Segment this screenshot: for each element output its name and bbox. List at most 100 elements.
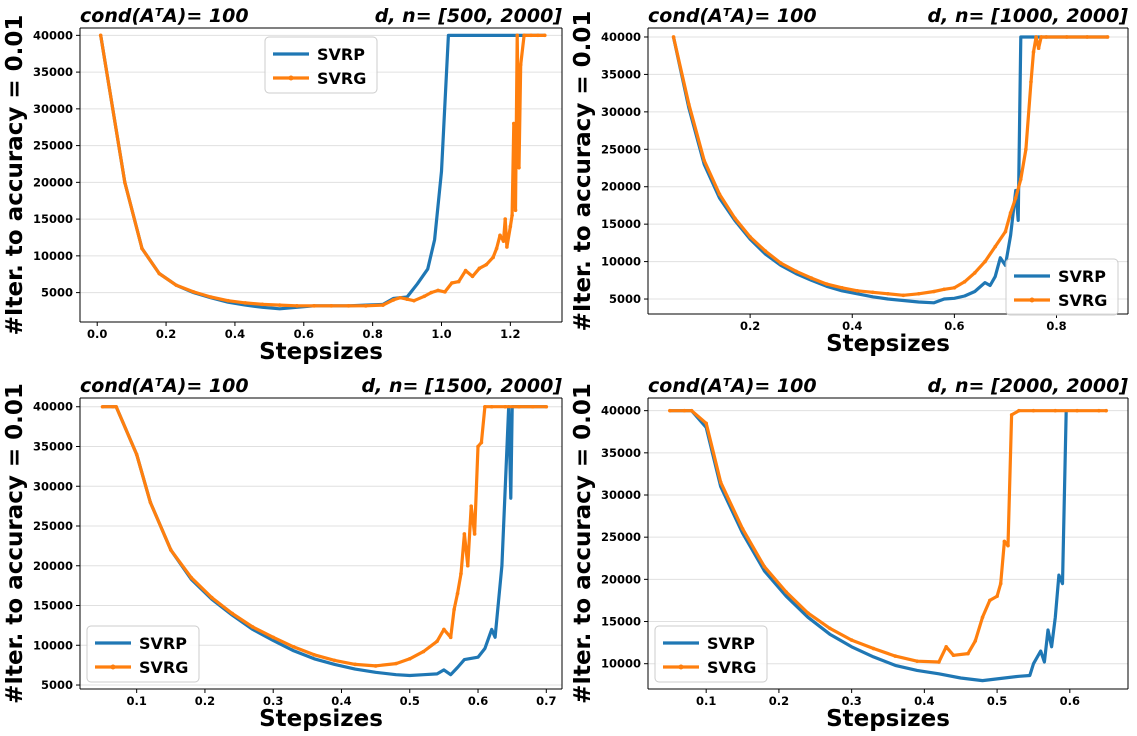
y-axis-title: #Iter. to accuracy = 0.01 <box>2 15 28 336</box>
series-point-svrg <box>412 298 416 303</box>
series-point-svrg <box>421 649 426 654</box>
series-point-svrg <box>893 654 898 658</box>
series-point-svrg <box>689 408 694 413</box>
series-line-svrg <box>671 35 1108 297</box>
x-axis-title: Stepsizes <box>259 706 383 732</box>
x-tick-label: 0.6 <box>944 319 964 333</box>
series-point-svrg <box>508 224 513 229</box>
y-tick-label: 30000 <box>33 479 73 493</box>
series-point-svrg <box>942 287 946 292</box>
series-point-svrg <box>483 404 487 409</box>
x-tick-label: 0.2 <box>769 694 789 708</box>
x-tick-label: 0.1 <box>126 694 146 708</box>
series-point-svrg <box>477 266 482 271</box>
series-point-svrg <box>973 271 977 275</box>
chart-panel-3: 0.1 0.2 0.3 0.4 0.5 0.6 0.7 5000 10000 15000 20000… <box>2 375 563 732</box>
series-point-svrg <box>952 285 957 290</box>
series-point-svrg <box>295 304 299 308</box>
series-point-svrg <box>951 653 956 658</box>
series-point-svrg <box>962 280 967 284</box>
series-point-svrg <box>114 404 118 409</box>
series-point-svrg <box>529 33 533 38</box>
series-point-svrg <box>522 33 526 38</box>
legend: SVRP SVRG <box>86 625 200 683</box>
series-point-svrg <box>226 298 230 303</box>
series-point-svrg <box>763 249 768 253</box>
series-point-svrg <box>840 285 844 290</box>
series-point-svrg <box>209 595 214 600</box>
series-point-svrg <box>191 290 196 294</box>
series-point-svrg <box>157 271 161 276</box>
y-tick-label: 15000 <box>33 212 73 226</box>
y-tick-label: 40000 <box>33 400 73 414</box>
x-tick-label: 0.5 <box>987 694 1007 708</box>
x-tick-label: 0.8 <box>362 327 382 341</box>
series-point-svrg <box>1105 35 1110 39</box>
series-point-svrg <box>544 404 549 409</box>
series-point-svrg <box>443 290 447 294</box>
series-point-svrg <box>398 295 402 300</box>
legend-label-svrg: SVRG <box>317 69 366 88</box>
series-point-svrg <box>517 165 521 170</box>
legend-label-svrp: SVRP <box>1058 267 1106 286</box>
series-point-svrg <box>1053 408 1058 413</box>
series-point-svrg <box>312 304 316 308</box>
series-point-svrg <box>465 563 470 568</box>
series-point-svrg <box>243 301 248 305</box>
series-point-svrg <box>704 421 708 426</box>
y-tick-label: 25000 <box>33 139 73 153</box>
series-point-svrg <box>718 480 723 485</box>
series-point-svrg <box>429 290 433 295</box>
series-point-svrg <box>494 246 499 251</box>
series-point-svrg <box>849 638 854 642</box>
series-point-svrg <box>169 548 173 552</box>
y-tick-label: 10000 <box>601 657 641 671</box>
series-point-svrg <box>870 290 875 295</box>
series-point-svrg <box>1039 35 1043 39</box>
series-point-svrg <box>463 268 468 273</box>
series-point-svrg <box>479 440 484 445</box>
series-point-svrg <box>332 658 337 663</box>
x-tick-label: 1.0 <box>431 327 451 341</box>
series-point-svrg <box>1085 35 1089 39</box>
series-point-svrg <box>515 33 520 38</box>
legend: SVRP SVRG <box>654 625 768 683</box>
series-point-svrg <box>363 304 368 308</box>
series-point-svrg <box>806 611 810 615</box>
y-tick-label: 25000 <box>33 519 73 533</box>
series-point-svrg <box>1064 35 1069 39</box>
series-point-svrg <box>702 158 706 163</box>
series-point-svrg <box>1104 408 1108 413</box>
series-point-svrg <box>312 653 316 657</box>
series-point-svrg <box>452 607 456 612</box>
series-point-svrg <box>536 33 540 38</box>
series-point-svrg <box>476 444 480 449</box>
x-tick-label: 0.4 <box>225 327 245 341</box>
legend-label-svrg: SVRG <box>1058 291 1107 310</box>
x-tick-label: 0.0 <box>87 327 107 341</box>
legend: SVRP SVRG <box>264 36 378 94</box>
series-line-svrg <box>669 409 1107 664</box>
series-point-svrg <box>513 208 518 213</box>
legend: SVRP SVRG <box>1005 258 1119 316</box>
y-tick-label: 5000 <box>41 286 73 300</box>
legend-label-svrg: SVRG <box>707 658 756 677</box>
y-tick-label: 20000 <box>33 559 73 573</box>
series-point-svrg <box>1031 50 1036 54</box>
series-point-svrg <box>932 289 936 294</box>
series-point-svrg <box>1031 408 1036 413</box>
y-axis-title: #Iter. to accuracy = 0.01 <box>570 11 596 332</box>
series-point-svrg <box>740 526 745 531</box>
series-point-svrg <box>901 293 906 298</box>
series-point-svrg <box>436 288 440 293</box>
series-point-svrg <box>1013 196 1018 200</box>
series-point-svrg <box>794 269 798 274</box>
series-point-svrg <box>110 404 115 409</box>
chart-title-left: cond(AᵀA)= 100 <box>648 5 817 27</box>
series-point-svrg <box>784 590 788 594</box>
series-point-svrg <box>824 282 829 286</box>
x-axis-title: Stepsizes <box>826 706 950 732</box>
y-tick-label: 15000 <box>601 217 641 231</box>
series-point-svrg <box>140 246 144 251</box>
y-tick-label: 5000 <box>609 292 641 306</box>
